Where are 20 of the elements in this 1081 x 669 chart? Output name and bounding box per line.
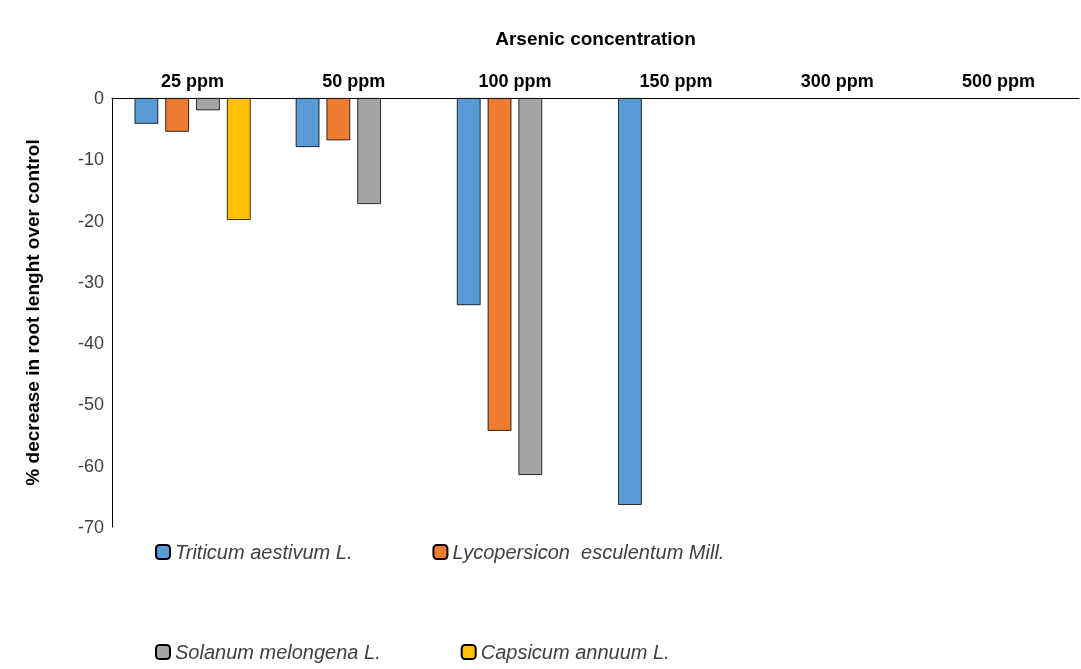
x-tick-label: 300 ppm [800,71,874,91]
y-tick-label: -10 [77,149,104,170]
x-tick-label: 150 ppm [639,71,713,91]
legend-label: Lycopersicon esculentum Mill. [452,541,725,563]
y-tick-label: -30 [77,271,104,292]
legend-label: Capsicum annuum L. [480,641,670,663]
x-tick-label: 100 ppm [478,71,552,91]
y-axis-title: % decrease in root lenght over control [22,139,43,486]
x-tick-label: 50 ppm [322,71,386,91]
y-tick-label: -40 [77,333,104,354]
x-tick-label: 500 ppm [961,71,1035,91]
legend-label: Triticum aestivum L. [175,541,353,563]
y-tick-label: -60 [77,455,104,476]
y-tick-label: -70 [77,517,104,537]
y-tick-label: -20 [77,210,104,231]
x-axis-title: Arsenic concentration [495,28,696,49]
y-tick-label: 0 [93,88,104,108]
x-tick-label: 25 ppm [161,71,225,91]
legend-label: Solanum melongena L. [175,641,381,663]
y-tick-label: -50 [77,394,104,415]
